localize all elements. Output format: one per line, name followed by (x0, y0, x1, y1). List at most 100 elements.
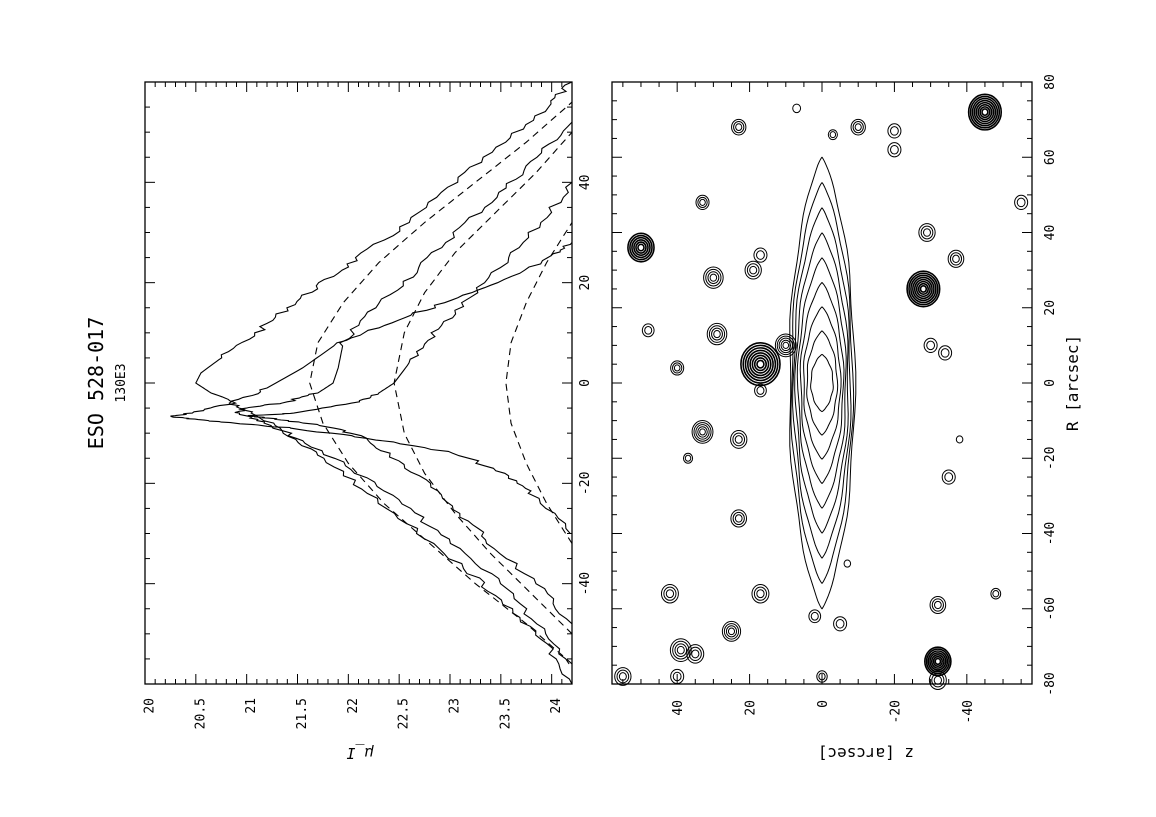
source-contour (979, 106, 991, 119)
source-contour (703, 266, 724, 289)
source-contour (688, 646, 702, 662)
source-contour (927, 650, 949, 673)
source-contour (973, 99, 997, 125)
profile-ytick-label: 22.5 (397, 698, 412, 729)
galaxy-contour (789, 156, 857, 610)
source-contour (955, 435, 964, 444)
source-contour (816, 670, 828, 683)
source-contour (723, 623, 740, 640)
source-contour (705, 268, 722, 287)
source-contour (931, 598, 944, 612)
source-contour (740, 342, 781, 387)
source-contour (727, 627, 736, 636)
source-contour (674, 643, 688, 657)
source-contour (644, 325, 653, 335)
galaxy-contour (806, 330, 839, 436)
galaxy-contour (792, 207, 852, 559)
source-contour (699, 198, 706, 206)
profile-ytick-label: 22 (346, 698, 361, 714)
contour-ticks (612, 81, 1032, 685)
source-contour (691, 649, 700, 659)
source-contour (774, 333, 797, 358)
contour-ytick-label: -40 (961, 700, 976, 723)
galaxy-name: ESO 528-017 (84, 317, 108, 449)
source-contour (618, 672, 627, 681)
galaxy-id: 130E3 (114, 363, 129, 402)
source-contour (672, 671, 682, 682)
source-contour (697, 426, 708, 438)
galaxy-contour (790, 181, 855, 585)
source-contour (629, 234, 653, 261)
contour-ytick-label: 0 (816, 700, 831, 708)
source-contour (912, 276, 935, 302)
source-contour (1014, 194, 1029, 211)
profile-xtick-label: 20 (578, 275, 593, 291)
source-contour (778, 337, 793, 354)
source-contour (753, 586, 767, 601)
source-contour (756, 386, 765, 395)
source-contour (918, 223, 936, 242)
source-contour (676, 645, 685, 655)
profile-ytick-label: 24 (549, 698, 564, 714)
source-contour (977, 103, 993, 121)
contour-xtick-label: -20 (1043, 447, 1058, 470)
contour-xtick-label: 60 (1043, 149, 1058, 165)
source-contour (818, 672, 826, 681)
source-contour (699, 428, 706, 436)
source-contour (852, 121, 864, 134)
source-contour (829, 131, 837, 139)
source-contour (792, 103, 802, 114)
profile-tick-labels: 20 20.5 21 21.5 22 22.5 23 23.5 24 -40 -20 0 20 40 (143, 175, 594, 730)
source-contour (910, 274, 937, 304)
source-contour (708, 325, 726, 343)
source-contour (616, 669, 630, 684)
source-contour (672, 640, 690, 660)
source-contour (742, 344, 779, 384)
source-contour (732, 432, 746, 447)
profile-xtick-label: 40 (578, 175, 593, 191)
source-contour (947, 249, 965, 268)
source-contour (776, 335, 795, 356)
source-contour (835, 619, 845, 629)
source-contour (746, 349, 774, 379)
profile-ytick-label: 20 (143, 698, 158, 714)
source-contour (756, 359, 765, 369)
contour-tick-labels: -80 -60 -40 -20 0 20 40 60 80 -40 -20 0 20 40 (671, 74, 1058, 723)
source-contour (713, 330, 721, 339)
source-contour (833, 616, 848, 632)
source-contour (938, 345, 953, 361)
source-contour (633, 239, 649, 257)
source-contour (695, 424, 710, 440)
source-contour (1016, 197, 1026, 208)
source-contour (928, 670, 947, 690)
source-contour (952, 254, 960, 263)
source-contour (854, 123, 862, 132)
profile-ticks (144, 81, 573, 685)
source-contour (782, 341, 790, 349)
profile-ytick-label: 21.5 (295, 698, 310, 729)
source-contour (969, 95, 1001, 129)
source-contour (915, 280, 931, 298)
model-profile-line (309, 101, 573, 665)
source-contour (920, 225, 934, 240)
profile-ylabel: μ_I (346, 744, 374, 762)
source-contour (850, 118, 866, 136)
observed-profile-line (195, 81, 573, 685)
source-contour (940, 348, 950, 358)
source-contour (709, 273, 718, 282)
source-contour (981, 108, 989, 117)
galaxy-contour (794, 232, 849, 534)
source-contour (684, 454, 692, 462)
profile-xtick-label: -40 (578, 572, 593, 595)
source-contour (693, 422, 712, 442)
source-contour (923, 228, 931, 237)
observed-profile-line (247, 181, 573, 625)
source-contour (627, 232, 655, 263)
source-contour (890, 126, 899, 136)
profile-ytick-label: 23.5 (498, 698, 513, 729)
source-contour (707, 271, 720, 285)
source-contour (731, 118, 747, 136)
source-contour (929, 595, 947, 615)
figure-title: ESO 528-017 130E3 (84, 317, 129, 449)
source-contour (734, 435, 743, 444)
